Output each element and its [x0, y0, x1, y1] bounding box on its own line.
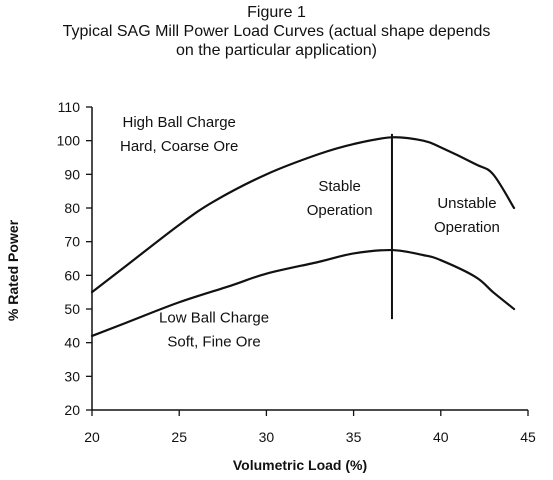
y-tick-label-70: 70	[64, 234, 80, 250]
figure-title-line-2: on the particular application)	[175, 42, 377, 59]
annotation-layer: High Ball Charge Hard, Coarse Ore Stable Op…	[120, 114, 500, 350]
high-ball-charge-label: High Ball Charge Hard, Coarse Ore	[120, 114, 238, 155]
stable-operation-label-line-2: Operation	[307, 202, 373, 219]
x-tick-label-25: 25	[171, 429, 187, 445]
low-ball-charge-label-line-2: Soft, Fine Ore	[167, 333, 260, 350]
figure-header: Figure 1 Typical SAG Mill Power Load Cur…	[0, 4, 553, 60]
y-tick-label-110: 110	[58, 99, 81, 115]
y-tick-label-80: 80	[64, 200, 80, 216]
high-ball-charge-curve	[90, 136, 516, 294]
y-tick-label-20: 20	[64, 402, 80, 418]
y-axis-title: % Rated Power	[5, 219, 21, 321]
low-ball-charge-curve	[90, 248, 516, 338]
figure-label: Figure 1	[247, 4, 306, 21]
high-ball-charge-label-line-1: High Ball Charge	[122, 114, 235, 131]
series-layer	[90, 133, 516, 338]
low-ball-charge-label-line-1: Low Ball Charge	[159, 309, 269, 326]
y-tick-label-50: 50	[64, 301, 80, 317]
x-tick-label-45: 45	[520, 429, 536, 445]
y-tick-label-60: 60	[64, 267, 80, 283]
y-tick-label-100: 100	[57, 133, 81, 149]
stable-operation-label: Stable Operation	[307, 178, 373, 219]
unstable-operation-label: Unstable Operation	[434, 195, 500, 236]
y-tick-label-40: 40	[64, 335, 80, 351]
unstable-operation-label-line-2: Operation	[434, 219, 500, 236]
high-ball-charge-label-line-2: Hard, Coarse Ore	[120, 138, 238, 155]
figure-title-line-1: Typical SAG Mill Power Load Curves (actu…	[62, 23, 491, 40]
x-tick-label-30: 30	[259, 429, 275, 445]
stable-operation-label-line-1: Stable	[318, 178, 361, 195]
axes-layer: 20 30 40 50 60 70 80 90 100 110 20 25 30 35 40 45 Volume…	[5, 99, 536, 473]
x-tick-label-35: 35	[346, 429, 362, 445]
x-tick-label-40: 40	[433, 429, 449, 445]
x-tick-label-20: 20	[84, 429, 100, 445]
low-ball-charge-label: Low Ball Charge Soft, Fine Ore	[159, 309, 269, 350]
y-tick-label-90: 90	[64, 166, 80, 182]
unstable-operation-label-line-1: Unstable	[437, 195, 496, 212]
y-tick-label-30: 30	[64, 368, 80, 384]
x-axis-title: Volumetric Load (%)	[233, 457, 367, 473]
